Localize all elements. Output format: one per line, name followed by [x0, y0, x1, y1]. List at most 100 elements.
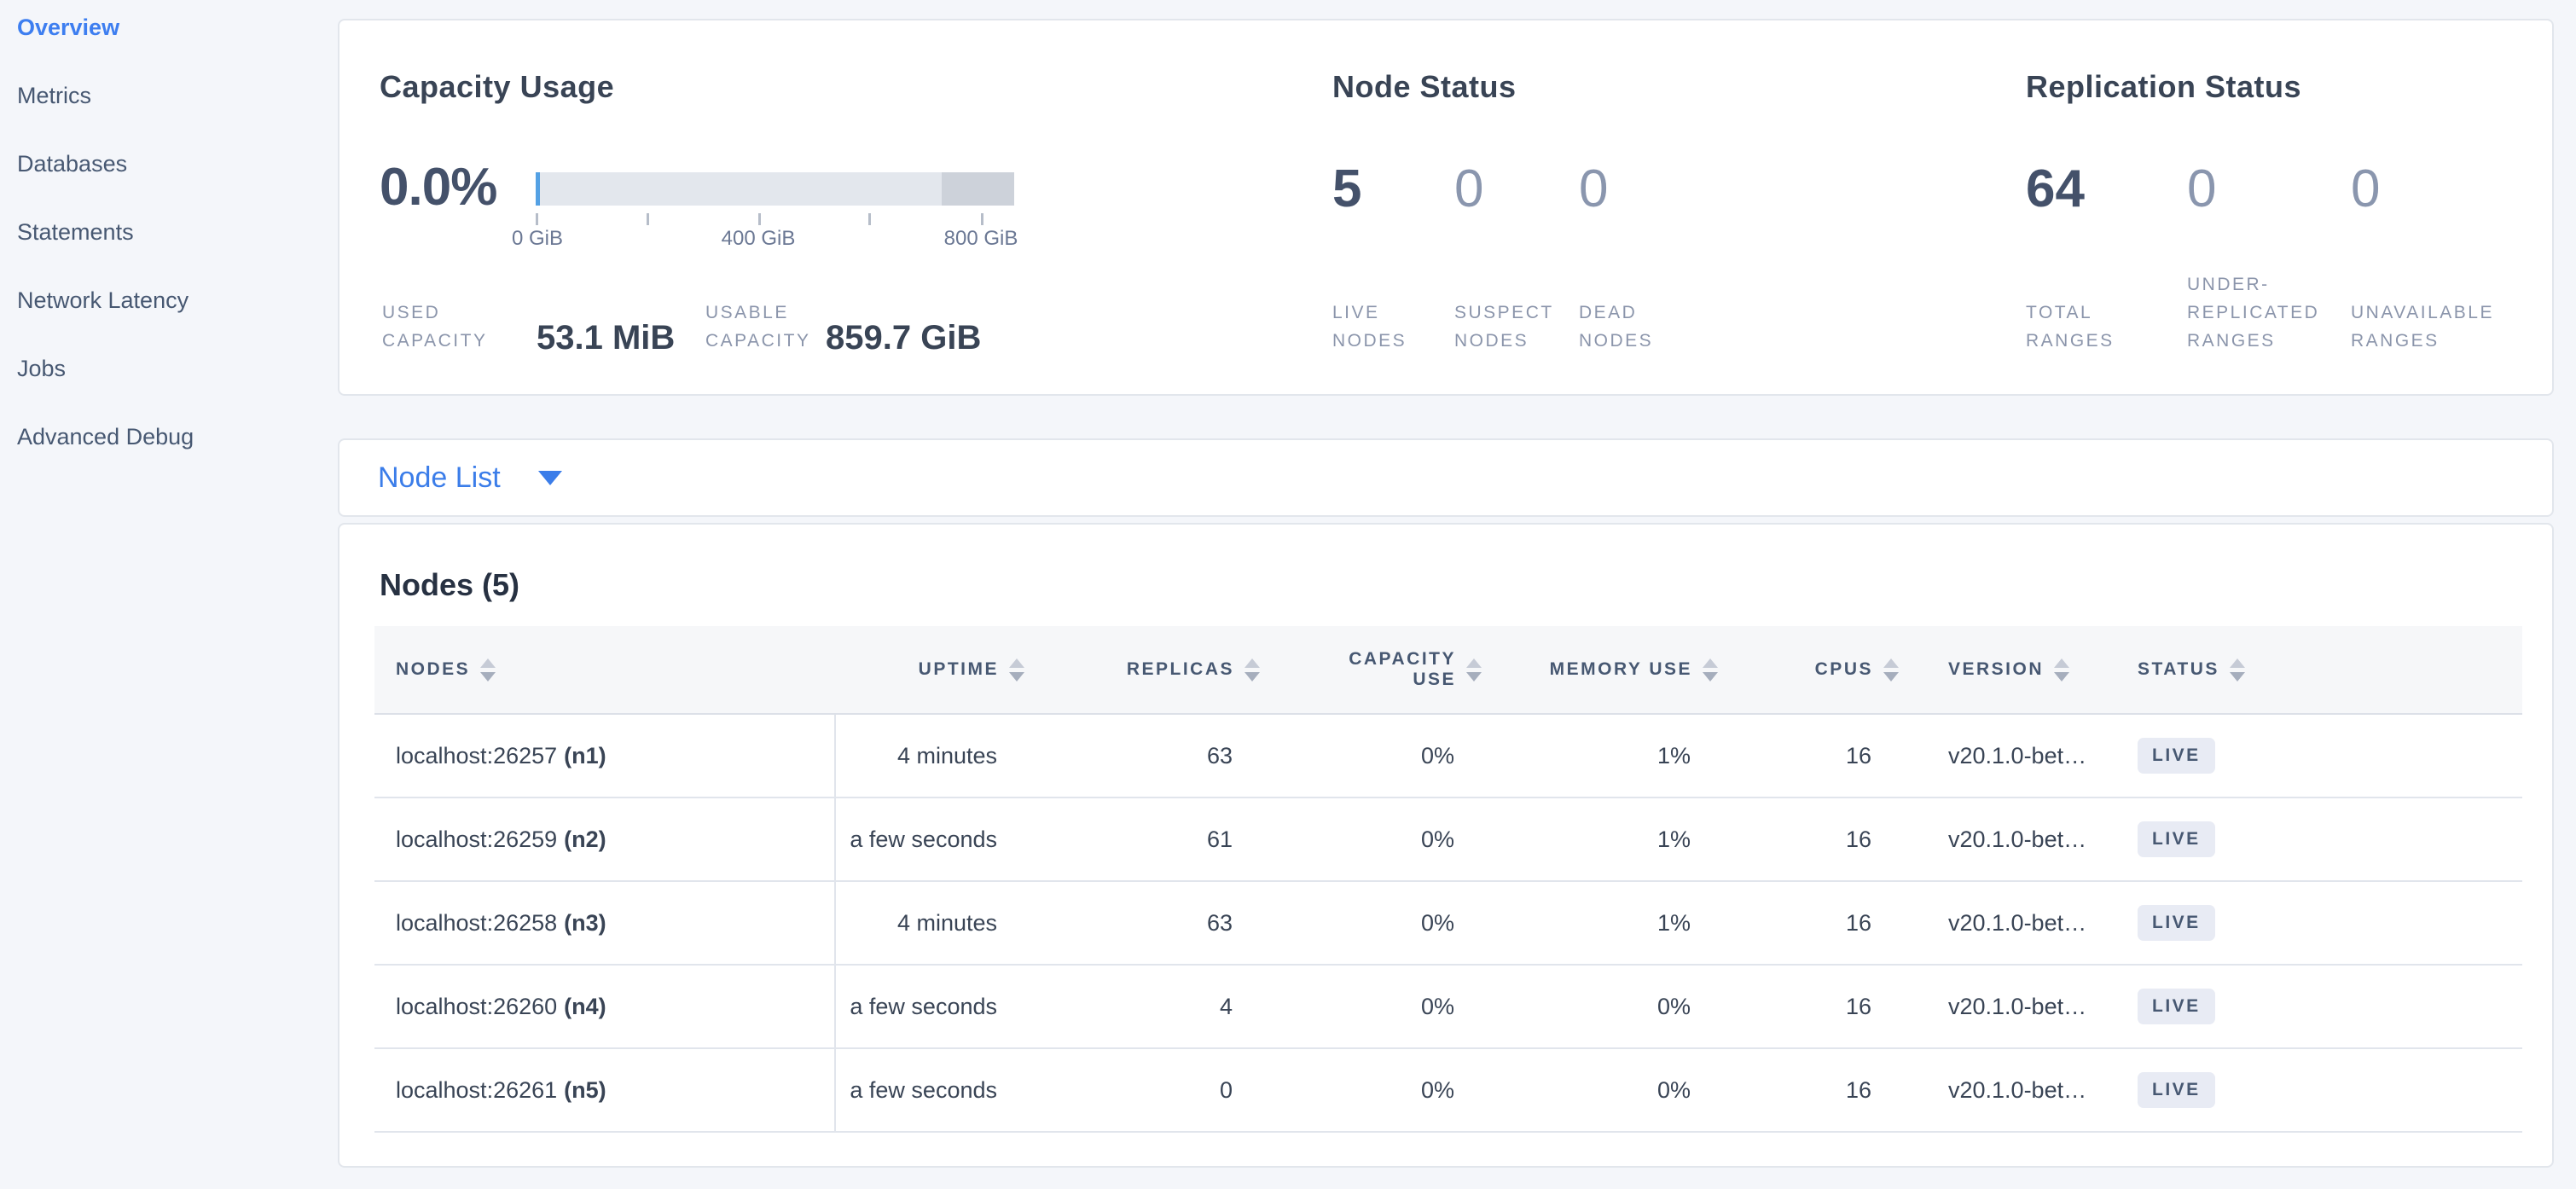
table-row[interactable]: localhost:26257 (n1) 4 minutes 63 0% 1% 1…: [374, 715, 2522, 798]
axis-tick: [981, 213, 983, 225]
total-ranges-stat: 64 TOTAL RANGES: [2026, 159, 2112, 351]
chevron-down-icon: [537, 470, 562, 485]
usable-capacity-value: 859.7 GiB: [826, 319, 982, 357]
memory-use-cell: 1%: [1656, 826, 1691, 852]
column-header-cpus[interactable]: CPUS: [1730, 626, 1911, 713]
status-cell: LIVE: [2117, 1049, 2522, 1131]
cpus-cell: 16: [1845, 1076, 1871, 1103]
sidebar-item-databases[interactable]: Databases: [17, 151, 128, 177]
sidebar-item-metrics[interactable]: Metrics: [17, 83, 91, 108]
sidebar-item-advanced-debug[interactable]: Advanced Debug: [17, 424, 194, 450]
axis-tick: [758, 213, 761, 225]
status-badge: LIVE: [2138, 738, 2215, 774]
sort-arrows-icon: [480, 658, 496, 682]
unavailable-ranges-stat: 0 UNAVAILABLE RANGES: [2351, 159, 2492, 351]
table-row[interactable]: localhost:26261 (n5) a few seconds 0 0% 0…: [374, 1049, 2522, 1133]
live-nodes-count: 5: [1332, 160, 1362, 218]
column-header-uptime[interactable]: UPTIME: [836, 626, 1036, 713]
column-header-replicas[interactable]: REPLICAS: [1036, 626, 1272, 713]
column-header-version[interactable]: VERSION: [1911, 626, 2117, 713]
axis-tick: [647, 213, 649, 225]
capacity-use-cell: 0%: [1420, 742, 1454, 768]
sort-arrows-icon: [1244, 658, 1260, 682]
unavailable-label: UNAVAILABLE RANGES: [2351, 303, 2494, 351]
unavailable-count: 0: [2351, 160, 2381, 218]
replicas-cell: 63: [1206, 742, 1233, 768]
uptime-cell: 4 minutes: [896, 909, 997, 936]
cpus-cell: 16: [1845, 993, 1871, 1019]
node-status-title: Node Status: [1332, 69, 1517, 104]
replicas-cell: 63: [1206, 909, 1233, 936]
node-address-cell[interactable]: localhost:26257 (n1): [374, 715, 836, 797]
usable-capacity-label: USABLE CAPACITY: [705, 303, 811, 351]
node-list-card: Node List: [338, 438, 2554, 517]
node-list-dropdown[interactable]: Node List: [339, 440, 2552, 515]
uptime-cell: a few seconds: [850, 1076, 997, 1103]
nodes-table-card: Nodes (5) NODES UPTIME REPLICAS CAPACITY…: [338, 523, 2554, 1168]
capacity-use-cell: 0%: [1420, 1076, 1454, 1103]
table-row[interactable]: localhost:26259 (n2) a few seconds 61 0% …: [374, 798, 2522, 882]
version-cell: v20.1.0-bet…: [1948, 1076, 2087, 1103]
capacity-use-cell: 0%: [1420, 909, 1454, 936]
live-nodes-stat: 5 LIVE NODES: [1332, 159, 1405, 351]
sort-arrows-icon: [1883, 658, 1899, 682]
total-ranges-count: 64: [2026, 160, 2085, 218]
suspect-nodes-label: SUSPECT NODES: [1454, 303, 1554, 351]
column-header-nodes[interactable]: NODES: [374, 626, 836, 713]
column-header-capacity-use[interactable]: CAPACITY USE: [1272, 626, 1494, 713]
cluster-summary-card: Capacity Usage 0.0% 0 GiB 400 GiB 800 Gi…: [338, 19, 2554, 396]
table-row[interactable]: localhost:26258 (n3) 4 minutes 63 0% 1% 1…: [374, 882, 2522, 966]
axis-tick-label: 400 GiB: [721, 227, 796, 250]
node-address-cell[interactable]: localhost:26259 (n2): [374, 798, 836, 880]
table-row[interactable]: localhost:26260 (n4) a few seconds 4 0% 0…: [374, 966, 2522, 1049]
status-badge: LIVE: [2138, 821, 2215, 857]
capacity-usage-bar: [536, 172, 1014, 206]
capacity-bar-other-segment: [942, 172, 1014, 206]
memory-use-cell: 0%: [1656, 993, 1691, 1019]
nodes-table: NODES UPTIME REPLICAS CAPACITY USE MEMOR…: [374, 626, 2522, 1133]
node-address-cell[interactable]: localhost:26258 (n3): [374, 882, 836, 964]
suspect-nodes-count: 0: [1454, 160, 1484, 218]
axis-tick: [868, 213, 871, 225]
version-cell: v20.1.0-bet…: [1948, 826, 2087, 852]
live-nodes-label: LIVE NODES: [1332, 303, 1407, 351]
status-cell: LIVE: [2117, 798, 2522, 880]
dead-nodes-stat: 0 DEAD NODES: [1579, 159, 1651, 351]
capacity-use-cell: 0%: [1420, 993, 1454, 1019]
uptime-cell: 4 minutes: [896, 742, 997, 768]
dead-nodes-count: 0: [1579, 160, 1609, 218]
memory-use-cell: 1%: [1656, 909, 1691, 936]
sort-arrows-icon: [1466, 658, 1482, 682]
column-header-status[interactable]: STATUS: [2117, 626, 2522, 713]
sidebar-item-statements[interactable]: Statements: [17, 219, 134, 245]
sidebar-item-network-latency[interactable]: Network Latency: [17, 287, 189, 313]
node-address-cell[interactable]: localhost:26261 (n5): [374, 1049, 836, 1131]
status-cell: LIVE: [2117, 715, 2522, 797]
replicas-cell: 4: [1219, 993, 1233, 1019]
used-capacity-label: USED CAPACITY: [382, 303, 488, 351]
uptime-cell: a few seconds: [850, 826, 997, 852]
capacity-usage-title: Capacity Usage: [380, 69, 615, 104]
under-replicated-label: UNDER-REPLICATED RANGES: [2187, 275, 2320, 351]
status-badge: LIVE: [2138, 1072, 2215, 1108]
cpus-cell: 16: [1845, 742, 1871, 768]
dead-nodes-label: DEAD NODES: [1579, 303, 1654, 351]
sort-arrows-icon: [1009, 658, 1024, 682]
sidebar-item-overview[interactable]: Overview: [17, 14, 120, 40]
version-cell: v20.1.0-bet…: [1948, 993, 2087, 1019]
status-cell: LIVE: [2117, 882, 2522, 964]
capacity-used-percent: 0.0%: [380, 158, 497, 217]
axis-tick: [536, 213, 538, 225]
version-cell: v20.1.0-bet…: [1948, 909, 2087, 936]
column-header-memory-use[interactable]: MEMORY USE: [1494, 626, 1730, 713]
nodes-table-header: NODES UPTIME REPLICAS CAPACITY USE MEMOR…: [374, 626, 2522, 715]
replicas-cell: 0: [1219, 1076, 1233, 1103]
memory-use-cell: 1%: [1656, 742, 1691, 768]
used-capacity-value: 53.1 MiB: [537, 319, 676, 357]
under-replicated-ranges-stat: 0 UNDER-REPLICATED RANGES: [2187, 159, 2318, 351]
sort-arrows-icon: [1703, 658, 1718, 682]
cpus-cell: 16: [1845, 826, 1871, 852]
sidebar-item-jobs[interactable]: Jobs: [17, 356, 67, 381]
node-address-cell[interactable]: localhost:26260 (n4): [374, 966, 836, 1047]
